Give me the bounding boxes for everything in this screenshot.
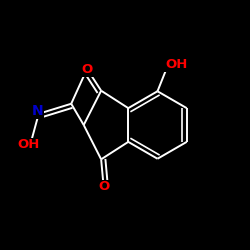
Text: N: N (32, 104, 43, 118)
Text: O: O (98, 180, 109, 193)
Text: OH: OH (18, 138, 40, 151)
Text: O: O (82, 63, 93, 76)
Text: OH: OH (165, 58, 188, 71)
